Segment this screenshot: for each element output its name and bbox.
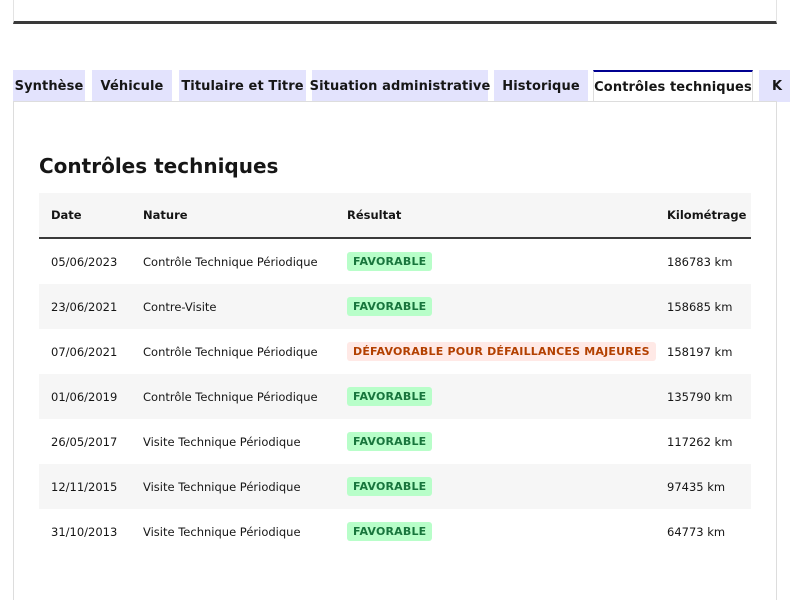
tab-situation-administrative[interactable]: Situation administrative <box>309 70 491 102</box>
tab-historique[interactable]: Historique <box>494 70 588 102</box>
status-badge: FAVORABLE <box>347 432 433 451</box>
tab-synthese[interactable]: Synthèse <box>13 70 85 102</box>
cell-result: FAVORABLE <box>347 374 433 419</box>
cell-result: FAVORABLE <box>347 284 433 329</box>
cell-km: 64773 km <box>667 524 726 539</box>
tab-label: Situation administrative <box>309 78 491 94</box>
cell-km: 117262 km <box>667 434 733 449</box>
cell-km: 135790 km <box>667 389 733 404</box>
cell-km: 158197 km <box>667 344 733 359</box>
cell-date: 05/06/2023 <box>51 254 118 269</box>
cell-date: 23/06/2021 <box>51 299 118 314</box>
cell-date: 12/11/2015 <box>51 479 118 494</box>
table-row: 05/06/2023 Contrôle Technique Périodique F… <box>39 239 751 284</box>
tab-label: Véhicule <box>100 78 164 94</box>
cell-nature: Contre-Visite <box>143 299 217 314</box>
cell-nature: Visite Technique Périodique <box>143 434 301 449</box>
tab-titulaire-titre[interactable]: Titulaire et Titre <box>179 70 306 102</box>
status-badge: FAVORABLE <box>347 477 433 496</box>
cell-nature: Contrôle Technique Périodique <box>143 254 318 269</box>
cell-result: FAVORABLE <box>347 509 433 554</box>
cell-result: FAVORABLE <box>347 239 433 284</box>
header-result: Résultat <box>347 208 402 222</box>
status-badge: DÉFAVORABLE POUR DÉFAILLANCES MAJEURES <box>347 342 656 361</box>
table-row: 26/05/2017 Visite Technique Périodique FAV… <box>39 419 751 464</box>
table-row: 23/06/2021 Contre-Visite FAVORABLE 158685 k… <box>39 284 751 329</box>
tab-label: Contrôles techniques <box>594 80 752 95</box>
header-date: Date <box>51 208 82 222</box>
cell-date: 07/06/2021 <box>51 344 118 359</box>
cell-result: FAVORABLE <box>347 419 433 464</box>
tab-overflow[interactable]: K <box>759 70 790 102</box>
tab-label: K <box>772 78 783 94</box>
table-row: 07/06/2021 Contrôle Technique Périodique D… <box>39 329 751 374</box>
controls-table: Date Nature Résultat Kilométrage 05/06/2… <box>39 193 751 554</box>
header-card <box>13 0 777 24</box>
status-badge: FAVORABLE <box>347 387 433 406</box>
cell-date: 31/10/2013 <box>51 524 118 539</box>
status-badge: FAVORABLE <box>347 522 433 541</box>
tab-vehicule[interactable]: Véhicule <box>92 70 172 102</box>
cell-km: 97435 km <box>667 479 726 494</box>
section-title: Contrôles techniques <box>39 154 279 178</box>
cell-nature: Contrôle Technique Périodique <box>143 344 318 359</box>
table-row: 31/10/2013 Visite Technique Périodique FAV… <box>39 509 751 554</box>
cell-km: 186783 km <box>667 254 733 269</box>
status-badge: FAVORABLE <box>347 252 433 271</box>
cell-date: 26/05/2017 <box>51 434 118 449</box>
status-badge: FAVORABLE <box>347 297 433 316</box>
cell-nature: Visite Technique Périodique <box>143 524 301 539</box>
table-row: 01/06/2019 Contrôle Technique Périodique F… <box>39 374 751 419</box>
tab-controles-techniques[interactable]: Contrôles techniques <box>593 70 753 102</box>
table-body: 05/06/2023 Contrôle Technique Périodique F… <box>39 239 751 554</box>
tab-bar: Synthèse Véhicule Titulaire et Titre Sit… <box>13 70 790 102</box>
cell-result: DÉFAVORABLE POUR DÉFAILLANCES MAJEURES <box>347 329 656 374</box>
cell-nature: Visite Technique Périodique <box>143 479 301 494</box>
table-header: Date Nature Résultat Kilométrage <box>39 193 751 239</box>
cell-km: 158685 km <box>667 299 733 314</box>
tab-label: Synthèse <box>14 78 84 94</box>
cell-date: 01/06/2019 <box>51 389 118 404</box>
tab-label: Titulaire et Titre <box>181 78 304 94</box>
header-nature: Nature <box>143 208 188 222</box>
cell-nature: Contrôle Technique Périodique <box>143 389 318 404</box>
cell-result: FAVORABLE <box>347 464 433 509</box>
header-km: Kilométrage <box>667 208 747 222</box>
tab-label: Historique <box>502 78 580 94</box>
table-row: 12/11/2015 Visite Technique Périodique FAV… <box>39 464 751 509</box>
